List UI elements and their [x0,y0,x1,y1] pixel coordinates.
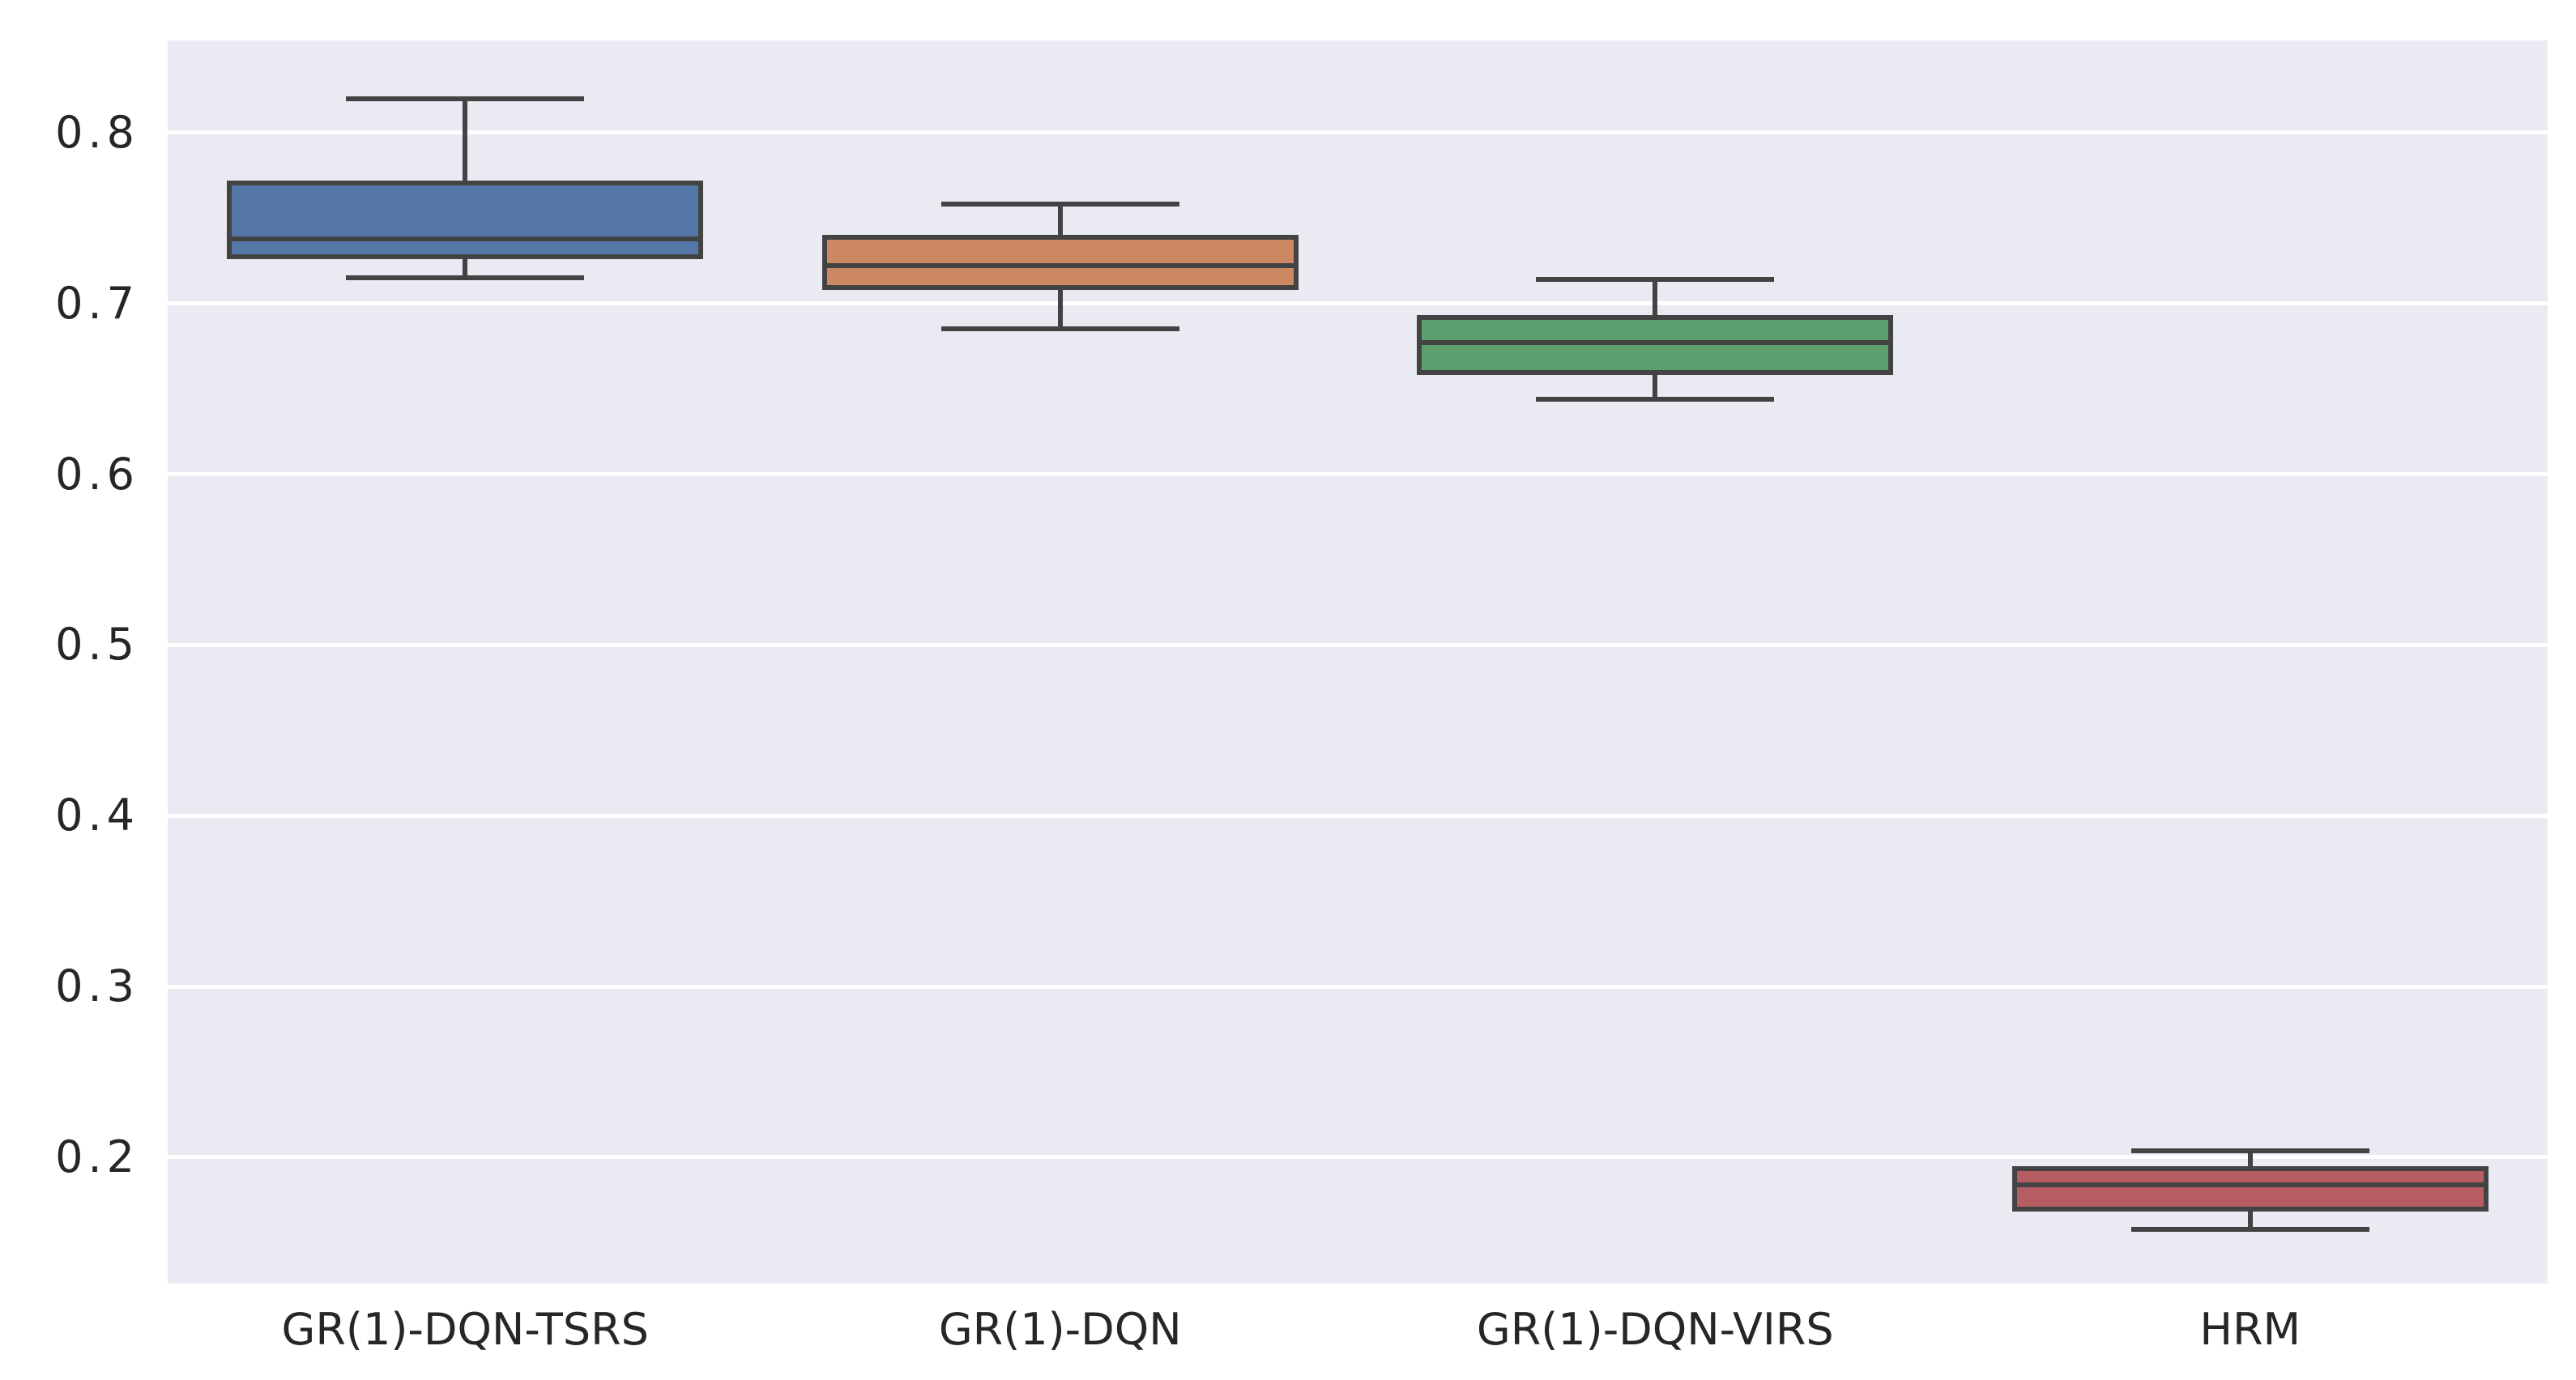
plot-area [168,40,2548,1284]
y-tick-label-0.8: 0.8 [55,106,139,158]
y-tick-label-0.5: 0.5 [55,619,139,671]
x-tick-label-GR(1)-DQN-VIRS: GR(1)-DQN-VIRS [1476,1304,1834,1355]
y-tick-label-0.3: 0.3 [55,960,139,1012]
y-tick-label-0.6: 0.6 [55,448,139,500]
y-tick-label-0.2: 0.2 [55,1131,139,1182]
y-tick-label-0.4: 0.4 [55,790,139,841]
x-tick-label-HRM: HRM [2199,1304,2301,1355]
x-tick-label-GR(1)-DQN-TSRS: GR(1)-DQN-TSRS [281,1304,649,1355]
y-tick-label-0.7: 0.7 [55,277,139,329]
x-tick-label-GR(1)-DQN: GR(1)-DQN [938,1304,1182,1355]
